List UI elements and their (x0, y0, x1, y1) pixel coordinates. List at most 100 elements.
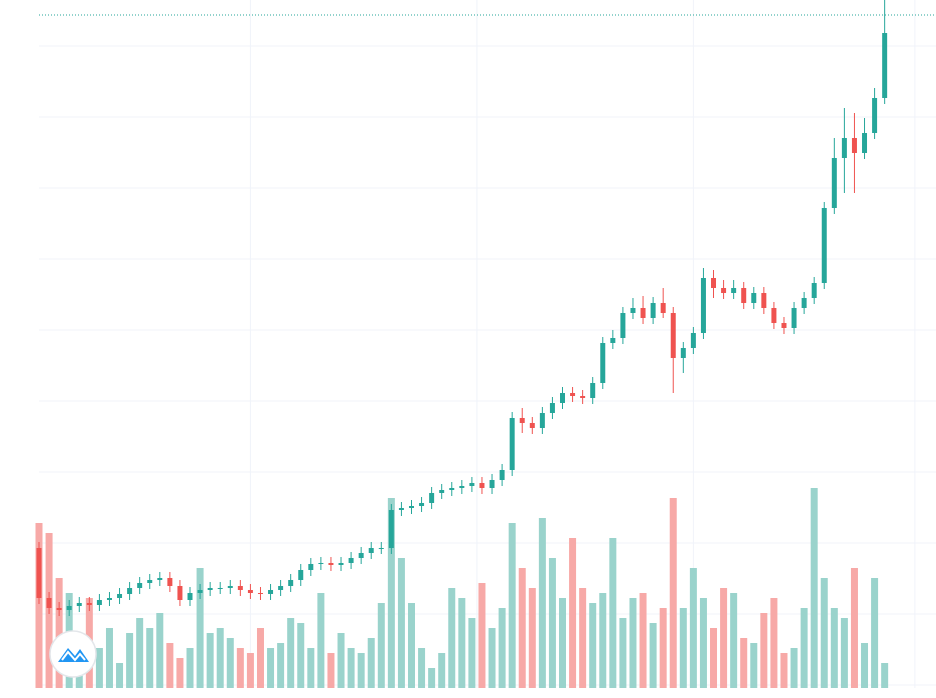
volume-bar (649, 623, 657, 688)
volume-bar (730, 593, 738, 688)
volume-bar (710, 628, 718, 688)
candle-body (771, 308, 777, 323)
candle-body (831, 158, 837, 208)
volume-bar (377, 603, 385, 688)
volume-bar (277, 643, 285, 688)
candle-body (721, 288, 727, 293)
volume-bar (196, 568, 204, 688)
volume-bar (639, 593, 647, 688)
volume-bar (337, 633, 345, 688)
candle-body (882, 33, 888, 98)
volume-bar (669, 498, 677, 688)
candle-body (801, 298, 807, 308)
volume-bar (629, 598, 637, 688)
candle-body (872, 98, 878, 133)
candle-body (660, 303, 666, 313)
volume-bar (548, 558, 556, 688)
volume-bar (156, 613, 164, 688)
volume-bar (317, 593, 325, 688)
candle-body (670, 313, 676, 358)
volume-bar (418, 648, 426, 688)
volume-bar (850, 568, 858, 688)
volume-bar (830, 608, 838, 688)
candle-body (640, 308, 646, 318)
candle-body (539, 413, 545, 428)
volume-bar (407, 603, 415, 688)
candle-body (96, 600, 102, 605)
candle-body (590, 383, 596, 398)
volume-bar (619, 618, 627, 688)
candle-body (378, 548, 384, 549)
logo[interactable] (49, 630, 97, 678)
candle-body (449, 488, 455, 490)
candle-body (821, 208, 827, 283)
volume-bar (478, 583, 486, 688)
candle-body (761, 293, 767, 308)
candles (36, 0, 888, 616)
candle-body (419, 503, 425, 506)
logo-icon (58, 648, 89, 662)
volume-bar (770, 598, 778, 688)
candle-body (680, 348, 686, 358)
candle-body (630, 308, 636, 313)
volume-bar (397, 558, 405, 688)
candle-body (76, 603, 82, 606)
volume-bar (216, 628, 224, 688)
candle-body (851, 138, 857, 153)
volume-bar (438, 653, 446, 688)
volume-bar (820, 578, 828, 688)
candle-body (570, 393, 576, 396)
candle-body (147, 580, 153, 583)
candle-body (167, 578, 173, 586)
candle-body (197, 590, 203, 593)
candle-body (791, 308, 797, 328)
candle-body (56, 608, 62, 610)
candle-body (439, 490, 445, 493)
candle-body (46, 598, 52, 608)
candle-body (529, 423, 535, 428)
candle-body (227, 586, 233, 588)
volume-bar (105, 628, 113, 688)
volume-bar (871, 578, 879, 688)
candle-body (479, 483, 485, 488)
logo-icon-line (61, 650, 86, 662)
volume-bar (126, 633, 134, 688)
volume-bar (569, 538, 577, 688)
volume-bar (206, 633, 214, 688)
volume-bar (508, 523, 516, 688)
volume-bar (468, 618, 476, 688)
candle-body (499, 470, 505, 480)
volume-bar (699, 598, 707, 688)
volume-bar (750, 643, 758, 688)
volume-bar (55, 578, 63, 688)
volume-bar (166, 643, 174, 688)
volume-bar (186, 648, 194, 688)
volume-bar (428, 668, 436, 688)
volume-bar (387, 498, 395, 688)
volume-bar (599, 593, 607, 688)
candle-body (257, 593, 263, 594)
candle-body (408, 506, 414, 508)
volume-bar (347, 648, 355, 688)
candle-body (398, 508, 404, 510)
volume-bar (367, 638, 375, 688)
candle-body (66, 606, 72, 610)
volume-bar (236, 648, 244, 688)
candle-body (207, 588, 213, 590)
candle-body (288, 580, 294, 586)
volume-bar (740, 638, 748, 688)
candle-body (509, 418, 515, 470)
volume-bar (176, 658, 184, 688)
candle-body (781, 323, 787, 328)
candle-body (177, 586, 183, 600)
candle-body (318, 563, 324, 564)
candle-body (137, 583, 143, 588)
volume-bar (790, 648, 798, 688)
volume-bar (95, 648, 103, 688)
volume-bar (256, 628, 264, 688)
candle-body (247, 590, 253, 593)
volume-bar (609, 538, 617, 688)
volume-bar (589, 603, 597, 688)
